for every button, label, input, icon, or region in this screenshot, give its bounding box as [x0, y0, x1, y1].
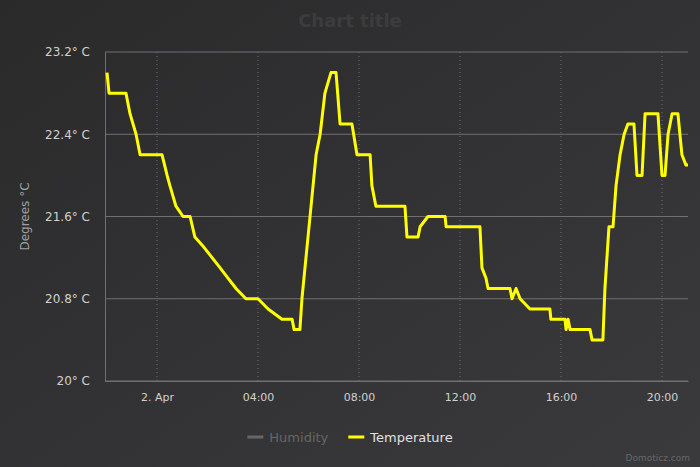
y-tick-label: 20.8° C — [45, 292, 90, 306]
legend-item: Temperature — [348, 430, 452, 445]
legend-swatch — [348, 436, 364, 439]
y-tick: 23.2° C — [45, 45, 105, 59]
legend: Humidity Temperature — [247, 430, 452, 445]
legend-label: Temperature — [369, 430, 452, 445]
x-tick: 20:00 — [647, 381, 679, 404]
x-tick-label: 20:00 — [647, 391, 679, 404]
y-tick: 22.4° C — [45, 128, 105, 142]
grid — [105, 52, 688, 381]
grid-line-y — [105, 298, 688, 299]
x-tick: 2. Apr — [141, 381, 174, 404]
credits: Domoticz.com — [626, 453, 691, 463]
y-axis-line — [105, 53, 106, 382]
y-tick: 21.6° C — [45, 210, 105, 224]
x-axis-line — [106, 381, 689, 382]
chart: 2. Apr 04:00 08:00 12:00 16:00 20:00 20° C 20.8… — [0, 0, 700, 467]
x-axis: 2. Apr 04:00 08:00 12:00 16:00 20:00 — [106, 381, 689, 404]
y-axis: 20° C 20.8° C 21.6° C 22.4° C 23.2° C — [45, 45, 105, 388]
x-tick-label: 16:00 — [546, 391, 578, 404]
x-tick: 08:00 — [344, 381, 376, 404]
y-tick-label: 20° C — [57, 374, 90, 388]
legend-label: Humidity — [269, 430, 328, 445]
title: Chart title — [298, 10, 402, 31]
y-tick: 20° C — [57, 374, 105, 388]
x-tick: 12:00 — [445, 381, 477, 404]
y-tick-label: 23.2° C — [45, 45, 90, 59]
grid-line-y — [105, 52, 688, 53]
series-group — [107, 73, 688, 340]
grid-line-y — [105, 134, 688, 135]
x-tick-label: 12:00 — [445, 391, 477, 404]
background — [0, 0, 700, 467]
x-tick: 04:00 — [243, 381, 275, 404]
y-tick-label: 22.4° C — [45, 128, 90, 142]
y-tick-label: 21.6° C — [45, 210, 90, 224]
legend-item: Humidity — [247, 430, 328, 445]
series-line — [107, 73, 688, 340]
legend-swatch — [247, 436, 263, 439]
x-tick-label: 2. Apr — [141, 391, 174, 404]
grid-line-y — [105, 216, 688, 217]
x-tick-label: 04:00 — [243, 391, 275, 404]
grid-line-y — [105, 381, 688, 382]
y-tick: 20.8° C — [45, 292, 105, 306]
y-axis-title: Degrees °C — [18, 182, 32, 250]
x-tick-label: 08:00 — [344, 391, 376, 404]
x-tick: 16:00 — [546, 381, 578, 404]
plot: 2. Apr 04:00 08:00 12:00 16:00 20:00 20° C 20.8… — [45, 45, 688, 403]
